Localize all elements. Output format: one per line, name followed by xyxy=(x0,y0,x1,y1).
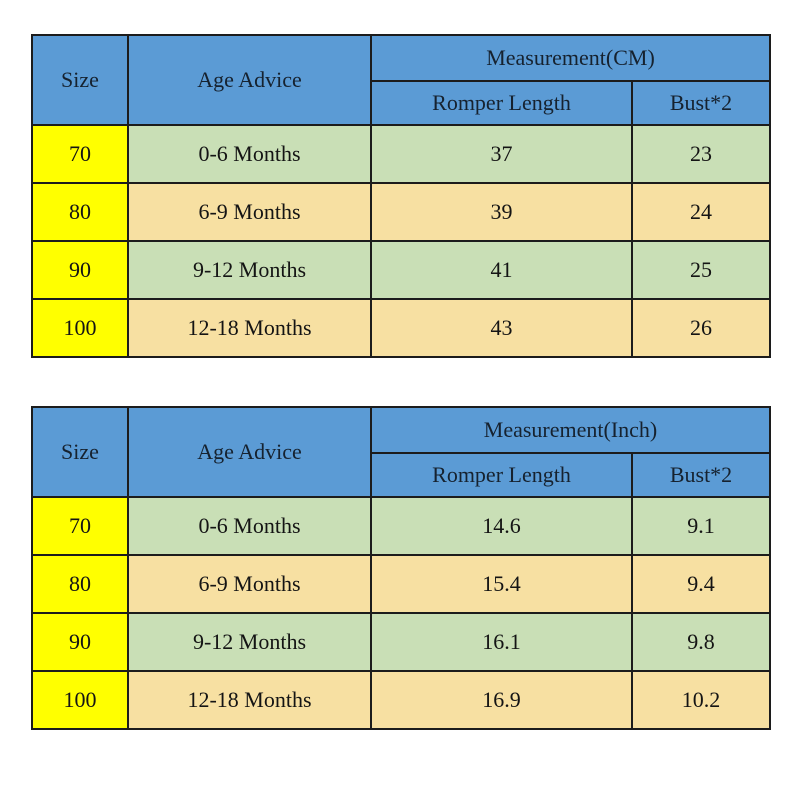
romper-length-cell: 15.4 xyxy=(370,554,633,614)
header-row-group: Size Age Advice Measurement(CM) xyxy=(31,34,771,126)
bust-cell: 9.8 xyxy=(630,612,772,672)
bust-cell: 26 xyxy=(631,298,771,358)
table-row: 100 12-18 Months 16.9 10.2 xyxy=(31,670,772,730)
table-row: 90 9-12 Months 41 25 xyxy=(31,240,771,300)
age-cell: 12-18 Months xyxy=(127,298,372,358)
size-cell: 90 xyxy=(31,240,129,300)
table-row: 70 0-6 Months 14.6 9.1 xyxy=(31,496,772,556)
table-row: 80 6-9 Months 39 24 xyxy=(31,182,771,242)
bust-cell: 24 xyxy=(631,182,771,242)
header-row-group: Size Age Advice Measurement(Inch) xyxy=(31,406,772,498)
age-advice-column-header: Age Advice xyxy=(127,406,372,498)
size-cell: 80 xyxy=(31,554,129,614)
romper-length-cell: 37 xyxy=(370,124,633,184)
header-row-sub: Romper Length Bust*2 xyxy=(32,80,771,126)
bust-cell: 23 xyxy=(631,124,771,184)
size-chart-inch-table: Size Age Advice Measurement(Inch) Romper… xyxy=(31,406,772,730)
age-cell: 12-18 Months xyxy=(127,670,372,730)
size-cell: 90 xyxy=(31,612,129,672)
measurement-inch-group-header: Measurement(Inch) xyxy=(369,406,772,454)
bust-cell: 9.1 xyxy=(630,496,772,556)
size-cell: 70 xyxy=(31,124,129,184)
age-advice-column-header: Age Advice xyxy=(127,34,372,126)
size-column-header: Size xyxy=(31,406,129,498)
measurement-cm-group-header: Measurement(CM) xyxy=(370,34,771,82)
bust-cell: 25 xyxy=(631,240,771,300)
age-cell: 6-9 Months xyxy=(127,182,372,242)
age-cell: 6-9 Months xyxy=(127,554,372,614)
size-cell: 70 xyxy=(31,496,129,556)
age-cell: 9-12 Months xyxy=(127,612,372,672)
size-column-header: Size xyxy=(31,34,129,126)
size-cell: 80 xyxy=(31,182,129,242)
romper-length-cell: 41 xyxy=(370,240,633,300)
table-row: 70 0-6 Months 37 23 xyxy=(31,124,771,184)
bust-column-header: Bust*2 xyxy=(631,80,771,126)
size-cell: 100 xyxy=(31,298,129,358)
size-cell: 100 xyxy=(31,670,129,730)
romper-length-cell: 14.6 xyxy=(370,496,633,556)
bust-cell: 9.4 xyxy=(630,554,772,614)
table-row: 90 9-12 Months 16.1 9.8 xyxy=(31,612,772,672)
size-chart-cm-table: Size Age Advice Measurement(CM) Romper L… xyxy=(31,34,771,358)
bust-column-header: Bust*2 xyxy=(630,452,772,498)
header-row-sub: Romper Length Bust*2 xyxy=(32,452,772,498)
romper-length-column-header: Romper Length xyxy=(370,80,633,126)
bust-cell: 10.2 xyxy=(630,670,772,730)
table-row: 80 6-9 Months 15.4 9.4 xyxy=(31,554,772,614)
romper-length-cell: 43 xyxy=(370,298,633,358)
romper-length-column-header: Romper Length xyxy=(370,452,633,498)
table-row: 100 12-18 Months 43 26 xyxy=(31,298,771,358)
romper-length-cell: 16.1 xyxy=(370,612,633,672)
age-cell: 9-12 Months xyxy=(127,240,372,300)
romper-length-cell: 16.9 xyxy=(370,670,633,730)
romper-length-cell: 39 xyxy=(370,182,633,242)
age-cell: 0-6 Months xyxy=(127,496,372,556)
age-cell: 0-6 Months xyxy=(127,124,372,184)
